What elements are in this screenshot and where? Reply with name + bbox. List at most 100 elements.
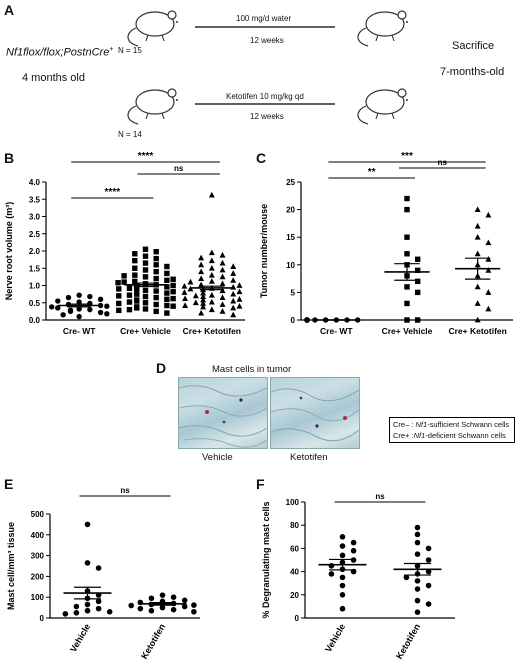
data-point [132, 251, 138, 257]
category-label: Cre- WT [320, 326, 353, 336]
data-point [474, 316, 481, 323]
y-tick-label: 400 [31, 531, 45, 540]
legend-line-2: Cre+ :Nf1-deficient Schwann cells [393, 431, 506, 440]
data-point [425, 545, 432, 552]
data-point [126, 292, 133, 298]
data-point [104, 303, 110, 309]
data-point [95, 565, 102, 571]
legend-line-1: Cre– : Nf1-sufficient Schwann cells [393, 420, 510, 429]
treatment-bottom-label: Ketotifen 10 mg/kg qd [226, 92, 304, 101]
start-age-label: 4 months old [22, 72, 85, 84]
n-bottom-label: N = 14 [118, 130, 142, 139]
data-point [164, 263, 170, 270]
sem-error-bar [67, 303, 92, 308]
data-point [485, 305, 492, 312]
data-point [198, 268, 205, 275]
data-point [200, 289, 207, 296]
data-point [414, 289, 421, 296]
y-tick-label: 0 [40, 614, 45, 623]
panel-label-b: B [4, 150, 15, 166]
data-point [126, 299, 133, 305]
y-tick-label: 20 [290, 591, 299, 600]
data-point [208, 291, 215, 298]
data-point [485, 256, 492, 262]
data-point [198, 309, 205, 316]
data-point [474, 300, 481, 306]
y-tick-label: 0 [291, 316, 296, 325]
data-point [76, 299, 82, 305]
data-point [230, 277, 237, 283]
y-axis-label: % Degranulating mast cells [261, 501, 271, 618]
mouse-icon [357, 88, 408, 125]
data-point [142, 260, 149, 266]
data-point [191, 602, 197, 608]
data-point [219, 301, 226, 307]
data-point [159, 604, 166, 611]
data-point [230, 263, 237, 269]
data-point [219, 308, 226, 314]
data-point [474, 283, 481, 290]
data-point [170, 282, 176, 289]
data-point [414, 317, 421, 323]
data-point [84, 521, 91, 528]
data-point [403, 574, 410, 581]
data-point [170, 594, 177, 600]
significance-label: ns [174, 164, 184, 173]
data-point [404, 195, 410, 202]
data-point [153, 248, 159, 255]
data-point [97, 302, 104, 309]
y-tick-label: 5 [291, 288, 296, 297]
y-tick-label: 3.5 [29, 195, 41, 204]
data-point [142, 287, 149, 294]
data-point [153, 262, 159, 268]
category-label: Cre+ Ketotifen [183, 326, 241, 336]
data-point [142, 306, 149, 312]
data-point [164, 310, 170, 316]
mast-cell-marker [343, 416, 347, 420]
significance-label: ns [375, 492, 385, 501]
y-tick-label: 80 [290, 521, 299, 530]
y-tick-label: 0.0 [29, 316, 41, 325]
data-point [73, 603, 80, 610]
data-point [164, 277, 170, 284]
data-group [115, 246, 176, 316]
y-tick-label: 0.5 [29, 299, 41, 308]
data-group [404, 195, 421, 323]
data-point [153, 255, 159, 262]
data-point [148, 595, 155, 602]
significance-label: ** [368, 167, 376, 178]
data-point [62, 611, 69, 617]
data-point [76, 313, 82, 320]
data-point [208, 257, 215, 264]
treatment-top-label: 100 mg/d water [236, 14, 292, 23]
data-point [142, 246, 149, 252]
data-point [134, 291, 140, 297]
data-point [95, 605, 102, 612]
data-point [142, 274, 149, 280]
sem-error-bar [133, 282, 158, 288]
data-point [404, 317, 410, 323]
micrograph-ketotifen-texture [271, 388, 359, 442]
data-point [230, 290, 237, 297]
mast-cell-marker [315, 424, 319, 428]
data-point [230, 297, 237, 304]
duration-bottom-label: 12 weeks [250, 112, 284, 121]
scheme-svg [127, 10, 408, 125]
data-point [134, 305, 140, 311]
data-point [116, 307, 122, 314]
category-label: Cre+ Vehicle [120, 326, 171, 336]
data-point [128, 602, 134, 609]
data-point [208, 298, 215, 305]
y-tick-label: 20 [286, 206, 295, 215]
n-top-label: N = 15 [118, 46, 142, 55]
data-point [208, 191, 215, 198]
data-point [142, 253, 149, 259]
data-point [230, 311, 237, 318]
data-point [181, 282, 188, 289]
data-point [404, 234, 410, 240]
category-label: Ketotifen [394, 622, 422, 661]
category-label: Vehicle [323, 622, 347, 654]
data-point [230, 270, 237, 276]
data-group [474, 206, 492, 323]
data-point [104, 311, 110, 317]
